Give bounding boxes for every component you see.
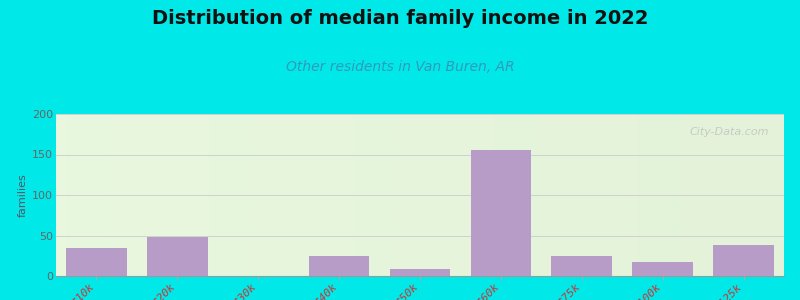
Bar [714, 245, 774, 276]
Bar [551, 256, 612, 276]
Text: Distribution of median family income in 2022: Distribution of median family income in … [152, 9, 648, 28]
Bar [470, 150, 531, 276]
Bar [309, 256, 370, 276]
Text: Other residents in Van Buren, AR: Other residents in Van Buren, AR [286, 60, 514, 74]
Y-axis label: families: families [18, 173, 28, 217]
Bar [390, 269, 450, 276]
Bar [632, 262, 693, 276]
Text: City-Data.com: City-Data.com [690, 127, 770, 137]
Bar [147, 237, 208, 276]
Bar [66, 248, 126, 276]
